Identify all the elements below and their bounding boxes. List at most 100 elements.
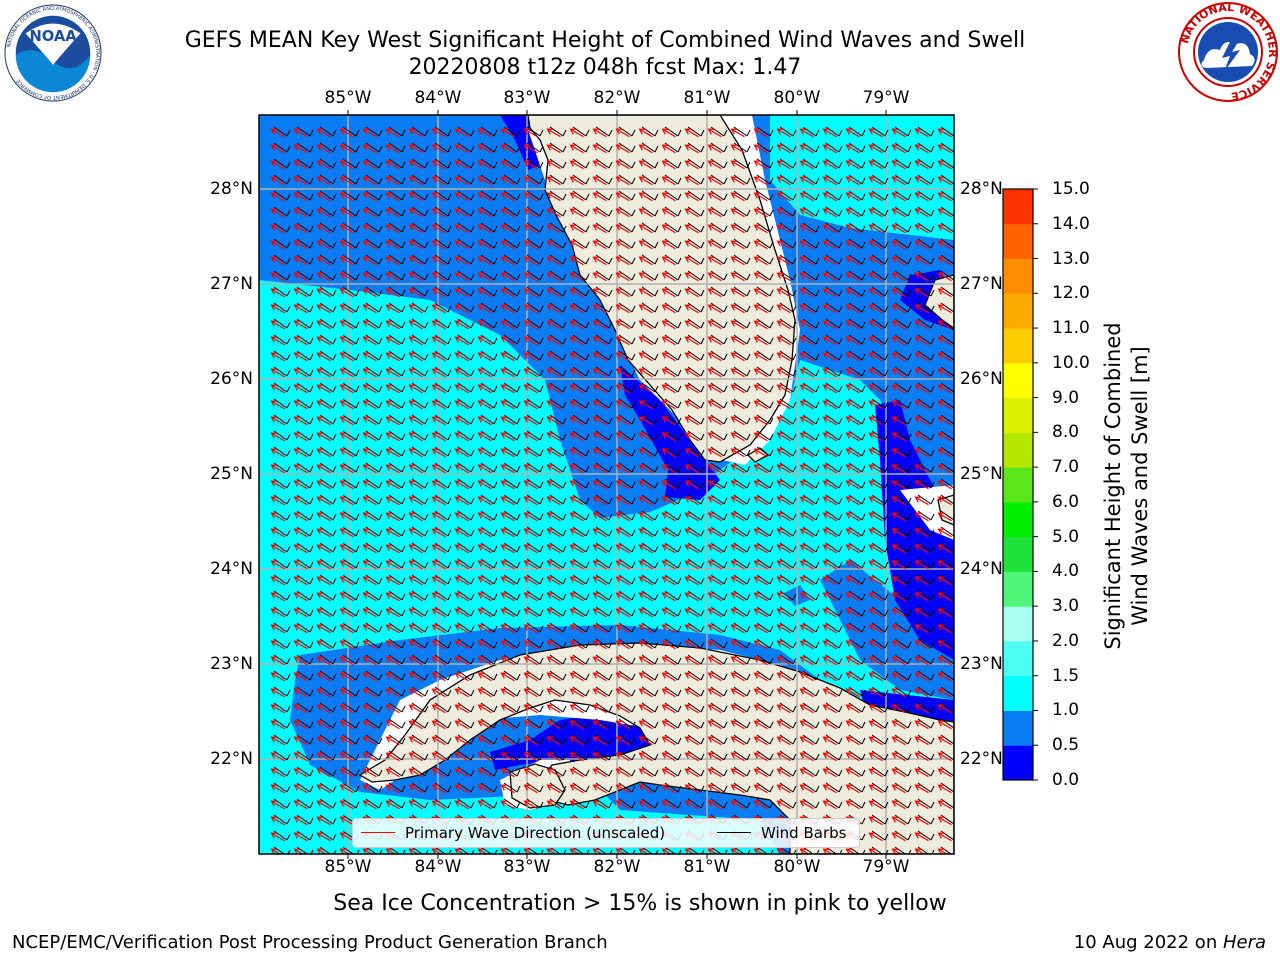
wave-direction-arrow (385, 640, 400, 650)
wave-direction-arrow (270, 416, 285, 426)
wave-direction-arrow (753, 592, 768, 602)
wind-barb (457, 750, 475, 761)
wave-direction-arrow (408, 624, 423, 634)
colorbar-tick-label: 5.0 (1052, 526, 1080, 547)
wind-barb (779, 382, 797, 393)
wave-direction-arrow (546, 192, 561, 202)
wave-direction-arrow (339, 240, 354, 250)
wind-barb (526, 846, 544, 854)
wave-direction-arrow (477, 752, 492, 762)
wind-barb (641, 158, 659, 169)
wave-direction-arrow (546, 432, 561, 442)
wave-direction-arrow (937, 128, 952, 138)
wave-direction-arrow (730, 144, 745, 154)
colorbar-bin (1003, 710, 1033, 746)
wind-barb (296, 686, 314, 697)
wave-direction-arrow (523, 464, 538, 474)
wave-direction-arrow (776, 608, 791, 618)
wind-barb (802, 190, 820, 201)
wave-direction-arrow (799, 304, 814, 314)
wave-direction-arrow (868, 672, 883, 682)
wind-barb (894, 318, 912, 329)
wind-barb (411, 366, 429, 377)
wave-direction-arrow (914, 224, 929, 234)
wind-barb (319, 366, 337, 377)
colorbar-bin (1003, 189, 1033, 225)
wind-barb (549, 574, 567, 585)
wave-direction-arrow (293, 256, 308, 266)
wave-direction-arrow (592, 208, 607, 218)
wave-direction-arrow (684, 208, 699, 218)
wind-barb (411, 782, 429, 793)
wind-barb (756, 462, 774, 473)
wind-barb (526, 126, 544, 137)
wave-direction-arrow (799, 720, 814, 730)
wave-direction-arrow (914, 208, 929, 218)
wind-barb (434, 526, 452, 537)
wind-barb (549, 222, 567, 233)
wind-barb (503, 702, 521, 713)
wave-direction-arrow (776, 528, 791, 538)
wind-barb (802, 382, 820, 393)
wind-barb (871, 222, 889, 233)
wave-direction-arrow (523, 352, 538, 362)
wind-barb (503, 190, 521, 201)
wind-barb (710, 558, 728, 569)
wave-direction-arrow (638, 768, 653, 778)
wind-barb (687, 462, 705, 473)
wind-barb (894, 718, 912, 729)
wind-barb (825, 702, 843, 713)
noaa-logo-text: NOAA (29, 28, 77, 45)
wind-barb (871, 158, 889, 169)
wave-direction-arrow (546, 384, 561, 394)
wind-barb (687, 846, 705, 854)
wind-barb (572, 702, 590, 713)
wind-barb (687, 206, 705, 217)
wave-direction-arrow (385, 304, 400, 314)
wind-barb (664, 782, 682, 793)
wind-barb (480, 782, 498, 793)
wave-direction-arrow (914, 432, 929, 442)
wind-barb (457, 302, 475, 313)
wind-barb (641, 638, 659, 649)
colorbar-bin (1003, 223, 1033, 260)
wind-barb (296, 334, 314, 345)
wave-direction-arrow (477, 320, 492, 330)
wind-barb (457, 174, 475, 185)
wind-barb (342, 590, 360, 601)
wind-barb (779, 254, 797, 265)
wave-direction-arrow (661, 128, 676, 138)
wind-barb (940, 798, 954, 809)
wind-barb (480, 126, 498, 137)
wave-direction-arrow (684, 848, 695, 854)
wave-direction-arrow (822, 288, 837, 298)
wind-barb (457, 782, 475, 793)
wave-direction-arrow (293, 768, 308, 778)
wind-barb (595, 414, 613, 425)
wind-barb (572, 190, 590, 201)
wind-barb (572, 302, 590, 313)
wind-barb (365, 414, 383, 425)
wave-direction-arrow (569, 208, 584, 218)
wave-direction-arrow (822, 304, 837, 314)
wave-direction-arrow (408, 672, 423, 682)
wave-direction-arrow (799, 496, 814, 506)
wind-barb (618, 494, 636, 505)
wind-barb (687, 270, 705, 281)
wave-direction-arrow (937, 336, 952, 346)
wave-direction-arrow (293, 592, 308, 602)
wind-barb (940, 142, 954, 153)
wave-direction-arrow (753, 576, 768, 586)
wind-barb (917, 382, 935, 393)
wind-barb (894, 398, 912, 409)
wave-direction-arrow (615, 608, 630, 618)
wave-direction-arrow (270, 576, 285, 586)
wind-barb (917, 654, 935, 665)
wind-barb (526, 654, 544, 665)
wave-direction-arrow (523, 320, 538, 330)
wave-direction-arrow (799, 848, 810, 854)
wind-barb (940, 366, 954, 377)
wind-barb (779, 350, 797, 361)
wave-direction-arrow (707, 752, 722, 762)
wind-barb (733, 622, 751, 633)
